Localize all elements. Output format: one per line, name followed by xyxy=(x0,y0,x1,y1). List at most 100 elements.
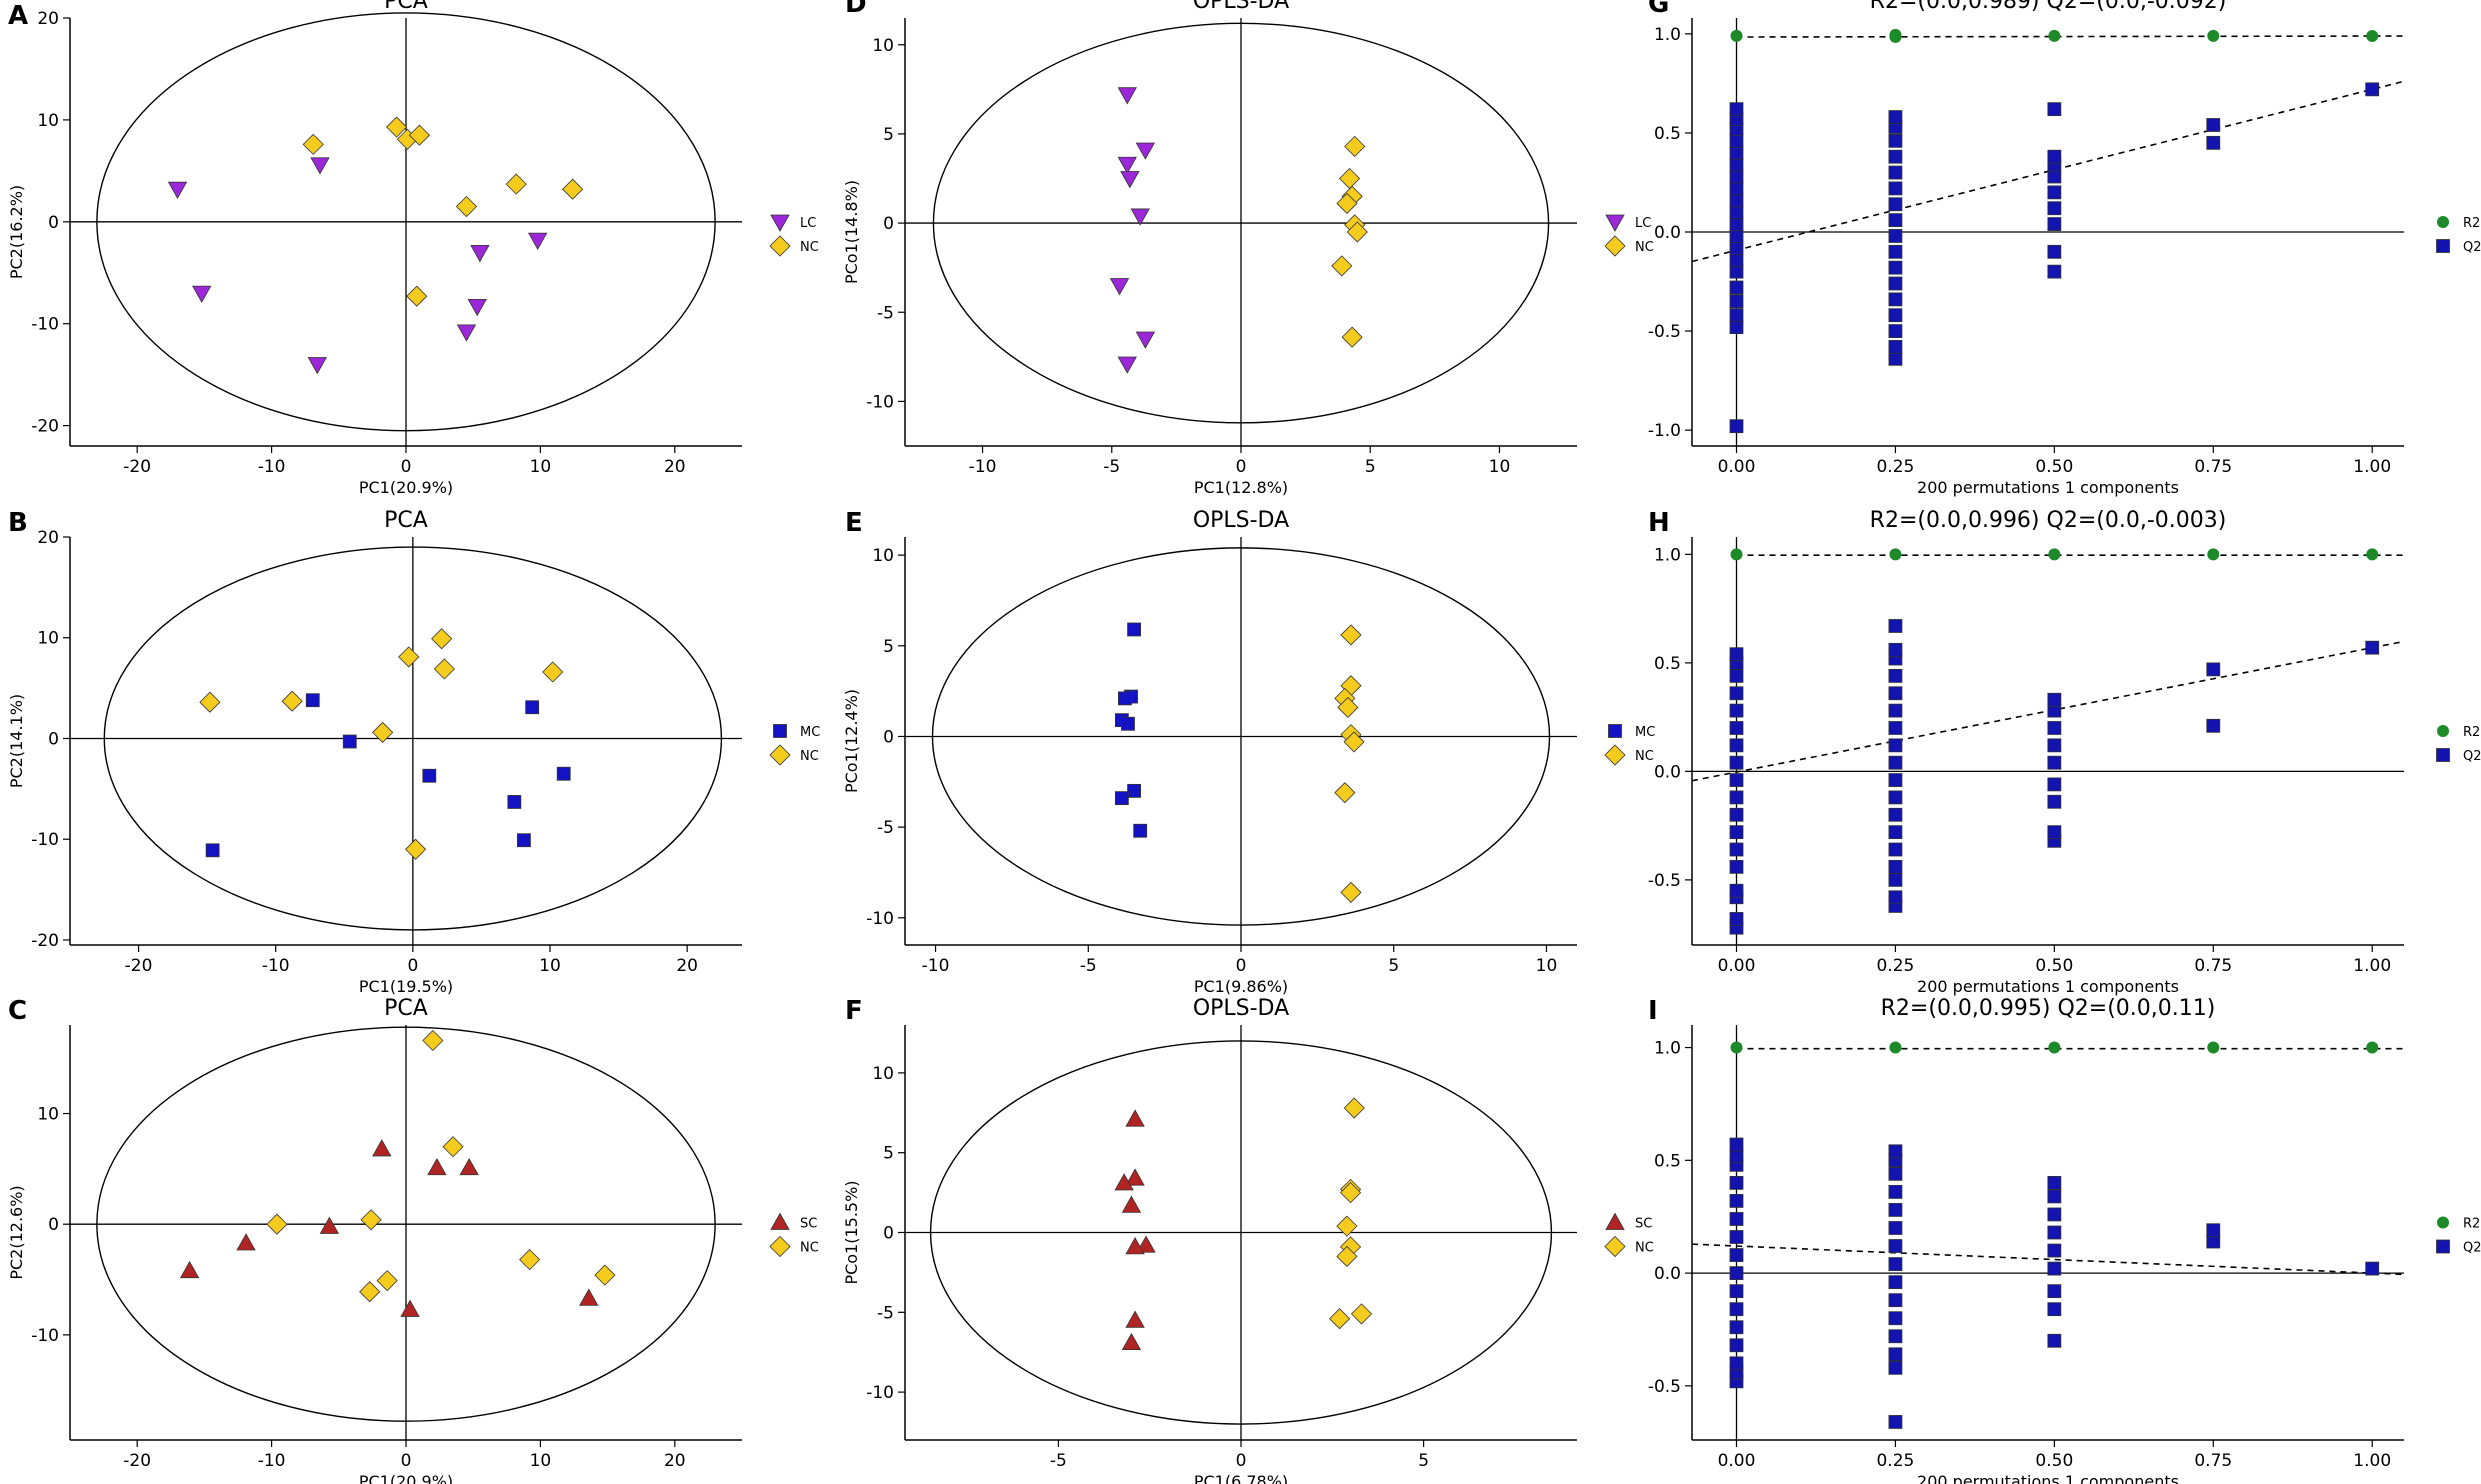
y-axis-label: PCo1(12.4%) xyxy=(842,689,861,793)
chart-title: OPLS-DA xyxy=(1193,996,1289,1021)
data-point-nc xyxy=(1340,624,1362,646)
data-point-nc xyxy=(1341,326,1363,348)
confidence-ellipse xyxy=(103,546,723,931)
data-point-nc xyxy=(1336,1215,1358,1237)
x-tick-label: -5 xyxy=(1050,1451,1067,1471)
data-point-q2 xyxy=(1729,169,1744,184)
data-point-q2 xyxy=(1729,264,1744,279)
legend-label-r2: R2 xyxy=(2463,725,2480,740)
data-point-nc xyxy=(1331,255,1353,277)
panel-h: 0.00 0.25 0.50 0.75 1.00 -0.5 0.0 0.5 1.0 R2=(0.0… xyxy=(1648,508,2481,996)
data-point-q2 xyxy=(1888,165,1903,180)
data-point-r2 xyxy=(2048,1041,2061,1054)
legend-marker-q2 xyxy=(2436,1239,2450,1254)
panel-g: 0.00 0.25 0.50 0.75 1.00 -1.0 -0.5 0.0 0.5 1.0 R2=… xyxy=(1648,0,2481,497)
data-point-q2 xyxy=(1729,755,1744,770)
y-tick-label: 10 xyxy=(37,1105,59,1125)
data-point-r2 xyxy=(1889,28,1902,41)
data-point-nc xyxy=(376,1270,398,1292)
panel-letter: B xyxy=(8,508,28,538)
data-point-mc xyxy=(517,833,531,848)
y-tick-label: 1.0 xyxy=(1654,545,1681,565)
data-point-sc xyxy=(459,1157,479,1176)
confidence-ellipse xyxy=(96,12,716,432)
data-point-q2 xyxy=(2047,1302,2062,1317)
x-axis-label: PC1(19.5%) xyxy=(359,977,453,996)
data-point-lc xyxy=(1135,331,1156,349)
data-point-q2 xyxy=(1888,1329,1903,1344)
x-axis-label: 200 permutations 1 components xyxy=(1917,1472,2179,1484)
legend-label-mc: MC xyxy=(800,725,820,740)
data-point-q2 xyxy=(1729,133,1744,148)
data-point-q2 xyxy=(1729,668,1744,683)
y-tick-label: -0.5 xyxy=(1648,1377,1681,1397)
legend-marker-nc xyxy=(1604,1235,1626,1258)
data-point-q2 xyxy=(1888,1293,1903,1308)
data-point-sc xyxy=(319,1216,340,1234)
y-tick-label: -10 xyxy=(31,830,59,850)
data-point-q2 xyxy=(1729,883,1744,898)
data-point-nc xyxy=(1337,696,1359,719)
panel-letter: I xyxy=(1648,996,1658,1026)
data-point-nc xyxy=(1336,1245,1358,1268)
data-point-q2 xyxy=(1888,149,1903,164)
y-tick-label: 20 xyxy=(37,528,59,548)
data-point-mc xyxy=(1127,622,1141,637)
data-point-sc xyxy=(1121,1195,1142,1213)
data-point-q2 xyxy=(1888,133,1903,148)
x-tick-label: 10 xyxy=(1489,457,1511,477)
data-point-q2 xyxy=(1729,825,1744,840)
data-point-nc xyxy=(1339,1182,1362,1204)
legend-marker-mc xyxy=(1608,724,1622,738)
panel-letter: G xyxy=(1648,0,1669,19)
y-tick-label: -1.0 xyxy=(1648,421,1681,441)
data-point-q2 xyxy=(1888,244,1903,259)
confidence-ellipse xyxy=(931,547,1551,926)
y-tick-label: 10 xyxy=(872,546,894,566)
x-axis-label: PC1(20.9%) xyxy=(359,1472,453,1484)
legend-marker-nc xyxy=(769,744,791,766)
data-point-q2 xyxy=(2365,1261,2380,1276)
data-point-q2 xyxy=(1888,1203,1903,1217)
x-tick-label: 20 xyxy=(664,1451,686,1471)
x-tick-label: 0 xyxy=(401,1451,412,1471)
data-point-q2 xyxy=(1729,790,1744,805)
data-point-nc xyxy=(281,690,303,712)
legend-label-q2: Q2 xyxy=(2463,749,2481,764)
data-point-lc xyxy=(456,324,477,342)
data-point-r2 xyxy=(1730,1041,1743,1054)
chart-title: PCA xyxy=(384,996,428,1021)
data-point-q2 xyxy=(1729,1356,1744,1371)
data-point-mc xyxy=(1114,791,1129,806)
y-axis-label: PCo1(15.5%) xyxy=(842,1180,861,1284)
data-point-nc xyxy=(1334,782,1356,804)
data-point-q2 xyxy=(1888,773,1903,787)
data-point-q2 xyxy=(2365,82,2380,97)
data-point-q2 xyxy=(2047,149,2062,164)
data-point-q2 xyxy=(1888,229,1903,243)
data-point-q2 xyxy=(1729,1266,1744,1280)
legend-marker-nc xyxy=(769,1235,791,1258)
data-point-q2 xyxy=(2047,185,2062,200)
legend-label-lc: LC xyxy=(800,216,816,231)
data-point-mc xyxy=(305,693,320,708)
data-point-q2 xyxy=(1729,859,1744,874)
data-point-nc xyxy=(562,178,584,200)
panel-f: -5 0 5 -10 -5 0 5 10 OPLS-DA PC1(6.78%) PCo1(15.5%… xyxy=(842,996,1654,1484)
data-point-q2 xyxy=(1729,686,1744,701)
y-tick-label: 0 xyxy=(883,1224,894,1244)
x-tick-label: 10 xyxy=(539,956,561,976)
x-tick-label: -5 xyxy=(1103,457,1120,477)
x-tick-label: 0.75 xyxy=(2194,1451,2232,1471)
data-point-q2 xyxy=(1729,280,1744,295)
data-point-q2 xyxy=(2047,1225,2062,1240)
x-axis-label: PC1(12.8%) xyxy=(1194,478,1288,497)
data-point-nc xyxy=(1340,881,1362,903)
data-point-sc xyxy=(372,1139,392,1157)
data-point-lc xyxy=(167,181,188,200)
data-point-q2 xyxy=(1729,252,1744,267)
data-point-q2 xyxy=(2047,1175,2062,1190)
chart-title: R2=(0.0,0.989) Q2=(0.0,-0.092) xyxy=(1870,0,2227,14)
data-point-q2 xyxy=(2206,118,2221,132)
